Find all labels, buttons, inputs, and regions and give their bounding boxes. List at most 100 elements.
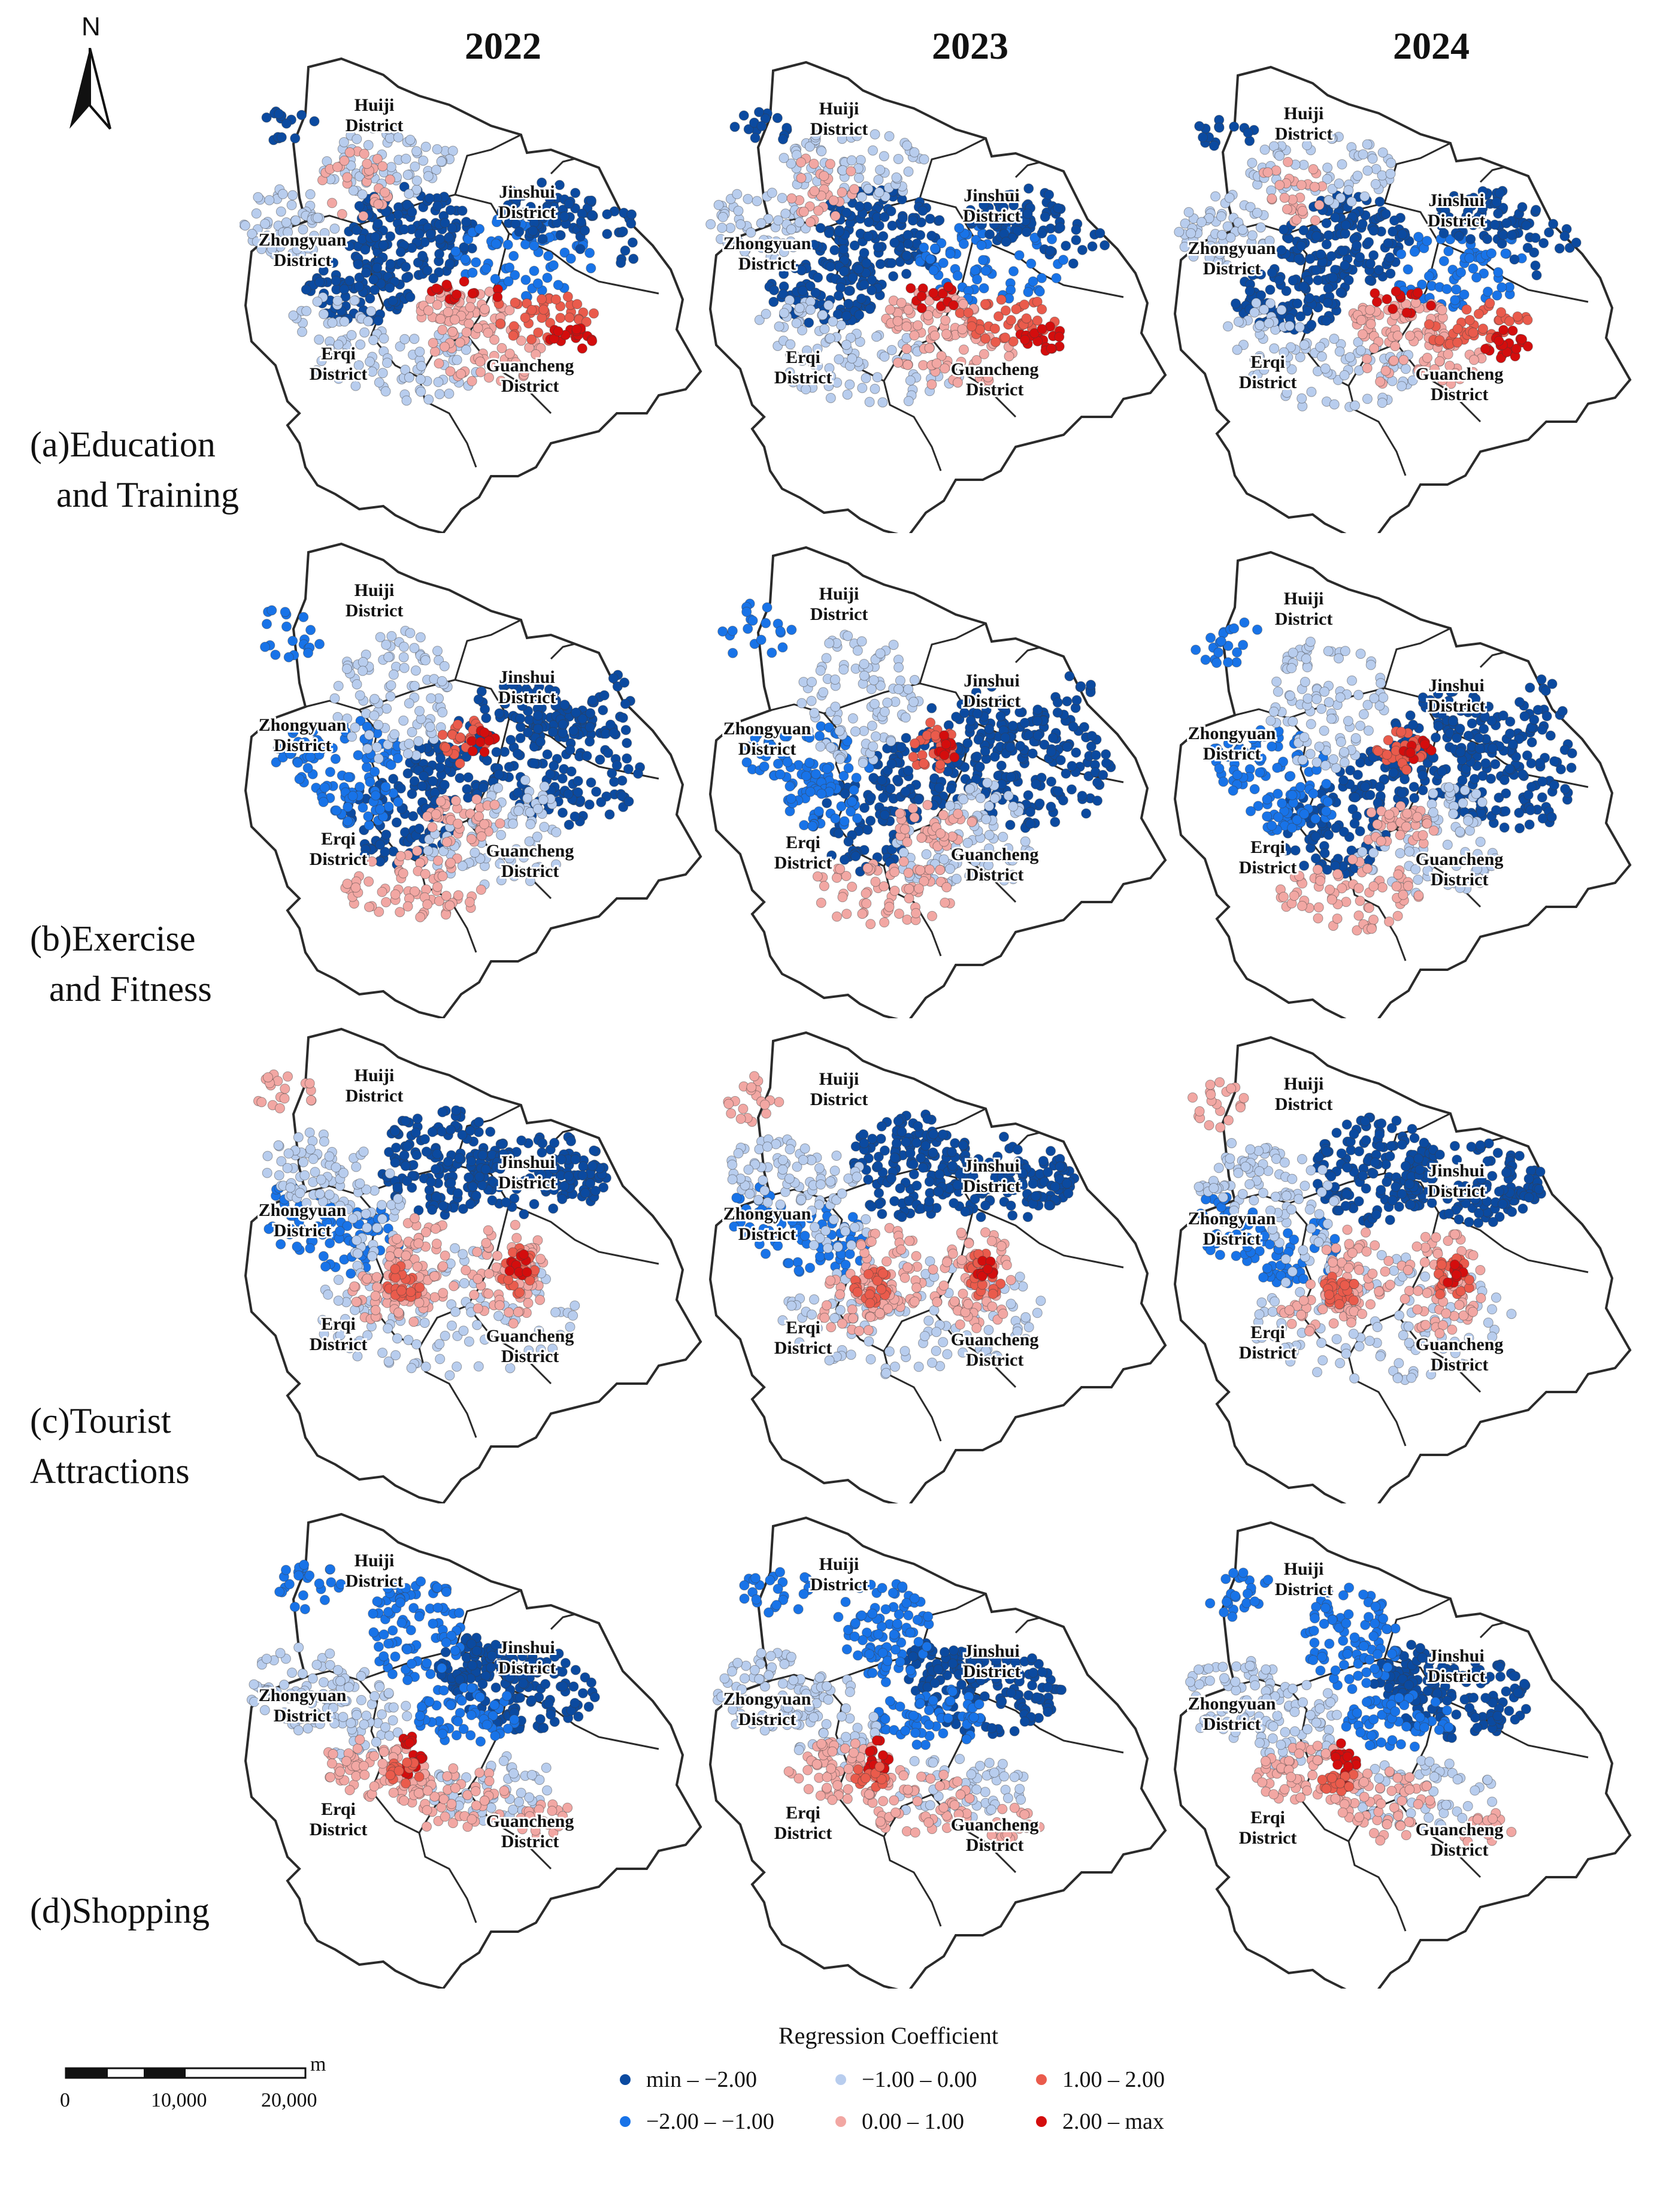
map-point bbox=[1417, 770, 1428, 780]
map-point bbox=[369, 710, 380, 721]
map-point bbox=[892, 774, 902, 785]
map-point bbox=[1046, 801, 1056, 812]
map-point bbox=[551, 827, 562, 837]
map-point bbox=[262, 619, 272, 630]
map-point bbox=[584, 722, 595, 733]
map-point bbox=[1355, 649, 1366, 659]
map-point bbox=[821, 653, 832, 664]
map-point bbox=[537, 294, 547, 304]
map-point bbox=[554, 180, 565, 190]
map-point bbox=[1471, 272, 1482, 283]
map-point bbox=[1450, 368, 1461, 379]
map-point bbox=[1247, 734, 1258, 745]
map-point bbox=[1357, 219, 1368, 229]
map-point bbox=[976, 240, 987, 250]
map-point bbox=[302, 762, 313, 773]
map-point bbox=[916, 833, 927, 843]
map-point bbox=[1295, 311, 1306, 322]
map-point bbox=[398, 715, 409, 726]
map-point bbox=[752, 196, 762, 207]
map-point bbox=[503, 276, 514, 287]
map-point bbox=[481, 263, 492, 274]
map-point bbox=[1560, 783, 1571, 794]
map-point bbox=[1180, 218, 1191, 229]
map-point bbox=[1531, 270, 1542, 280]
map-point bbox=[402, 199, 413, 210]
map-point bbox=[1343, 716, 1353, 727]
map-point bbox=[940, 897, 950, 908]
map-point bbox=[281, 621, 292, 632]
map-point bbox=[1003, 843, 1014, 854]
map-point bbox=[898, 847, 909, 858]
map-point bbox=[1355, 252, 1365, 262]
map-point bbox=[779, 308, 789, 319]
map-point bbox=[247, 229, 258, 239]
map-point bbox=[773, 215, 784, 226]
map-point bbox=[1216, 211, 1226, 222]
map-point bbox=[252, 236, 262, 247]
map-point bbox=[905, 283, 916, 293]
map-point bbox=[619, 677, 630, 688]
map-point bbox=[778, 289, 789, 299]
map-point bbox=[1008, 336, 1019, 347]
map-point bbox=[886, 758, 897, 769]
map-point bbox=[1335, 692, 1346, 703]
map-point bbox=[365, 356, 375, 367]
map-point bbox=[504, 853, 515, 864]
map-point bbox=[1526, 758, 1537, 768]
map-point bbox=[1061, 768, 1071, 779]
map-point bbox=[1464, 194, 1475, 205]
map-point bbox=[1531, 205, 1541, 215]
map-point bbox=[1045, 246, 1056, 256]
map-point bbox=[1431, 732, 1441, 743]
map-point bbox=[332, 712, 343, 722]
map-point bbox=[970, 265, 980, 276]
map-point bbox=[1223, 738, 1234, 749]
map-point bbox=[1482, 701, 1492, 712]
map-point bbox=[747, 615, 758, 626]
map-point bbox=[416, 361, 427, 371]
map-point bbox=[337, 209, 347, 219]
map-point bbox=[810, 288, 821, 298]
map-point bbox=[1455, 827, 1465, 837]
map-point bbox=[1370, 178, 1381, 189]
map-point bbox=[366, 306, 377, 317]
map-point bbox=[290, 133, 301, 144]
map-point bbox=[260, 219, 271, 229]
map-point bbox=[1470, 707, 1481, 718]
map-point bbox=[1237, 225, 1248, 235]
map-point bbox=[979, 199, 989, 210]
map-point bbox=[435, 234, 445, 244]
map-point bbox=[313, 213, 323, 223]
map-point bbox=[475, 367, 486, 377]
map-point bbox=[1538, 238, 1549, 249]
map-point bbox=[1319, 725, 1329, 736]
map-point bbox=[1019, 299, 1029, 310]
map-point bbox=[587, 335, 598, 346]
map-point bbox=[1478, 323, 1488, 334]
map-point bbox=[523, 727, 534, 738]
map-point bbox=[939, 750, 950, 761]
map-point bbox=[1535, 758, 1546, 768]
map-point bbox=[1254, 353, 1265, 364]
map-point bbox=[888, 271, 899, 282]
map-point bbox=[1549, 756, 1560, 767]
map-point bbox=[483, 328, 493, 338]
map-point bbox=[515, 713, 526, 724]
map-point bbox=[494, 708, 505, 719]
map-point bbox=[980, 746, 990, 757]
map-point bbox=[813, 806, 824, 817]
map-point bbox=[1480, 712, 1490, 722]
map-point bbox=[395, 341, 405, 352]
map-point bbox=[981, 814, 992, 825]
map-point bbox=[1443, 349, 1453, 359]
map-point bbox=[405, 135, 416, 145]
map-point bbox=[407, 789, 417, 799]
map-point bbox=[398, 868, 408, 879]
map-point bbox=[1308, 164, 1319, 174]
map-point bbox=[484, 372, 494, 383]
map-point bbox=[462, 784, 472, 794]
map-point bbox=[1233, 316, 1244, 327]
map-point bbox=[1400, 774, 1410, 785]
map-point bbox=[309, 116, 320, 126]
